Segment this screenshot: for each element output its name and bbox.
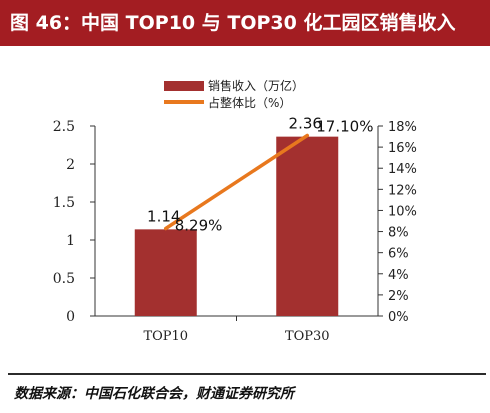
right-axis-tick-label: 2% [388,289,409,304]
line-series [164,133,309,231]
footer-divider [8,373,486,375]
source-note: 数据来源：中国石化联合会，财通证券研究所 [14,386,294,402]
right-axis: 0% 2% 4% 6% 8% 10% 12% 14% 16% 18% [377,120,417,325]
right-axis-tick-label: 14% [388,162,417,177]
left-axis-tick-label: 0 [66,309,75,325]
left-axis-tick-label: 1 [66,233,75,249]
left-axis-tick-label: 0.5 [53,271,75,287]
left-axis: 0 0.5 1 1.5 2 2.5 [53,119,96,325]
bar-top30 [276,136,339,316]
right-axis-tick-label: 12% [388,183,417,198]
chart-canvas: 销售收入（万亿） 占整体比（%） 0 0.5 1 1.5 2 2.5 0% 2% 4% 6% 8%… [53,78,417,344]
bar-value-label: 1.14 [147,207,180,225]
left-axis-tick-label: 2.5 [53,119,75,135]
left-axis-tick-label: 2 [66,157,75,173]
share-line [164,133,309,231]
right-axis-tick-label: 8% [388,226,409,241]
data-labels: 1.14 2.36 8.29% 17.10% [147,115,373,235]
legend-bar-label: 销售收入（万亿） [208,78,304,93]
right-axis-tick-label: 0% [388,310,409,325]
x-axis-tick-label: TOP30 [285,329,330,344]
right-axis-tick-label: 18% [388,120,417,135]
right-axis-tick-label: 16% [388,141,417,156]
chart-title: 图 46：中国 TOP10 与 TOP30 化工园区销售收入 [0,0,490,46]
x-axis: TOP10 TOP30 [95,315,378,344]
share-value-label: 8.29% [175,216,223,234]
share-value-label: 17.10% [316,118,373,136]
legend-line-label: 占整体比（%） [208,95,291,110]
bar-top10 [134,229,197,316]
bar-value-label: 2.36 [289,115,322,133]
legend: 销售收入（万亿） 占整体比（%） [164,78,304,110]
left-axis-tick-label: 1.5 [53,195,75,211]
bars [134,136,339,316]
right-axis-tick-label: 4% [388,268,409,283]
right-axis-tick-label: 10% [388,204,417,219]
legend-bar-swatch [164,81,204,91]
right-axis-tick-label: 6% [388,247,409,262]
x-axis-tick-label: TOP10 [143,329,188,344]
